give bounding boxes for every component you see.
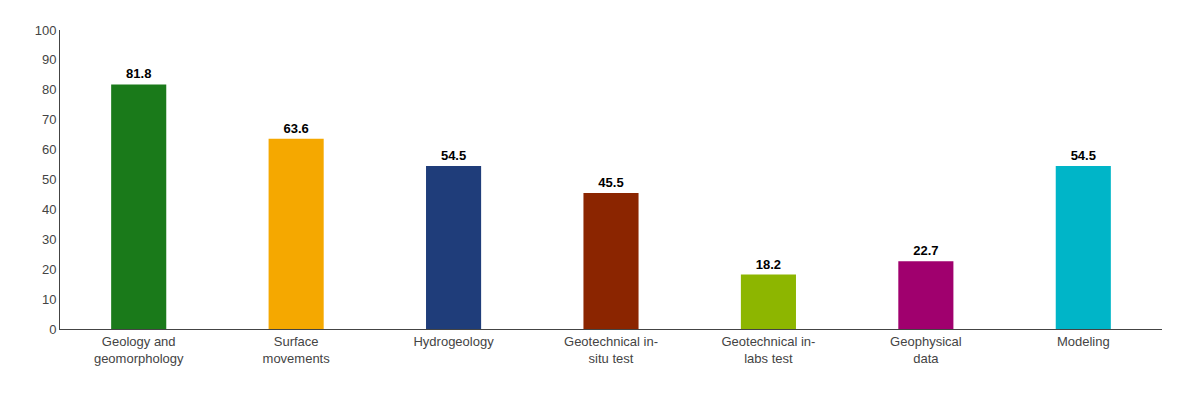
svg-text:10: 10 [42,292,56,307]
svg-text:54.5: 54.5 [441,148,466,163]
svg-text:Geotechnical in-labs test: Geotechnical in-labs test [721,334,815,366]
svg-text:60: 60 [42,142,56,157]
svg-text:81.8: 81.8 [126,66,151,81]
svg-text:Modeling: Modeling [1057,334,1110,349]
svg-text:50: 50 [42,172,56,187]
svg-text:22.7: 22.7 [913,243,938,258]
svg-text:80: 80 [42,82,56,97]
svg-text:40: 40 [42,202,56,217]
svg-text:90: 90 [42,52,56,67]
svg-text:Hydrogeology: Hydrogeology [413,334,494,349]
svg-text:Geology andgeomorphology: Geology andgeomorphology [94,334,184,366]
svg-text:0: 0 [49,322,56,337]
svg-text:20: 20 [42,262,56,277]
svg-text:Geotechnical in-situ test: Geotechnical in-situ test [564,334,658,366]
svg-text:18.2: 18.2 [756,257,781,272]
svg-text:100: 100 [35,23,57,38]
svg-text:54.5: 54.5 [1071,148,1096,163]
svg-text:30: 30 [42,232,56,247]
svg-text:63.6: 63.6 [283,121,308,136]
svg-text:Geophysicaldata: Geophysicaldata [890,334,962,366]
svg-text:Surfacemovements: Surfacemovements [263,334,331,366]
svg-text:70: 70 [42,112,56,127]
svg-text:45.5: 45.5 [598,175,623,190]
